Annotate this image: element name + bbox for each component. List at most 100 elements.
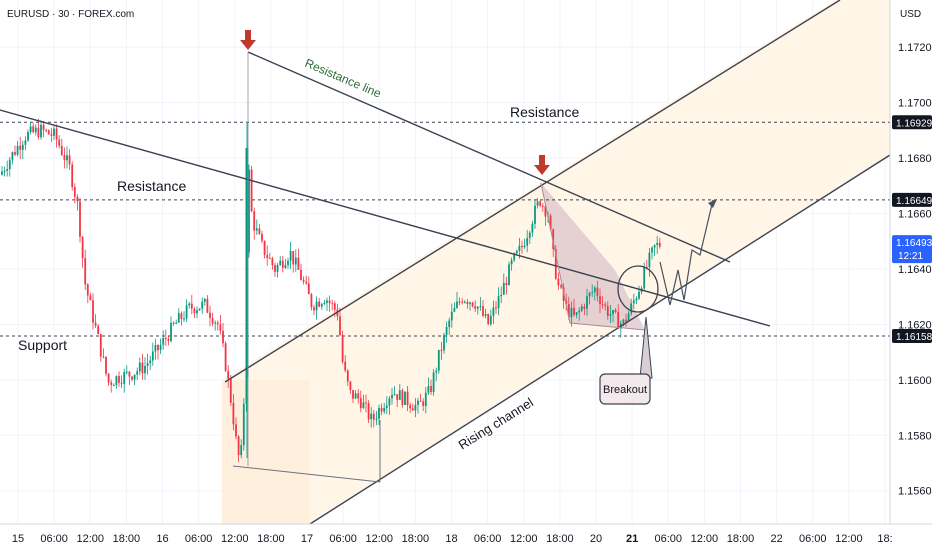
candle (414, 398, 417, 418)
time-tick-label: 06:00 (40, 533, 68, 545)
candle (172, 321, 175, 326)
candle (583, 303, 586, 315)
candle (40, 120, 42, 140)
candle (443, 332, 445, 354)
candle (6, 160, 9, 177)
candle (461, 298, 464, 305)
candle (466, 299, 469, 309)
price-tick-label: 1.16800 (898, 153, 932, 165)
candle (47, 129, 50, 135)
candle (326, 297, 328, 311)
candle (216, 320, 219, 331)
price-tick-label: 1.17200 (898, 42, 932, 54)
price-axis[interactable]: 1.17200 1.17000 1.16800 1.16600 1.16400 1.162… (898, 42, 932, 498)
time-tick-label: 18:00 (402, 533, 430, 545)
candle (224, 341, 227, 373)
candle (469, 301, 471, 311)
candle (476, 306, 479, 315)
candle (289, 241, 292, 270)
candle (596, 280, 599, 302)
candle (229, 375, 232, 407)
resistance-line[interactable] (247, 51, 731, 263)
candle (19, 136, 22, 160)
time-tick-label: 22 (771, 533, 783, 545)
candle (505, 276, 508, 295)
candle (1, 166, 3, 176)
candle (294, 249, 297, 272)
candle (372, 410, 375, 428)
time-tick-label: 18:00 (727, 533, 755, 545)
candle (136, 367, 139, 380)
candle (68, 149, 71, 170)
resistance-left-label: Resistance (117, 178, 186, 194)
time-tick-label: 06:00 (654, 533, 682, 545)
candle (440, 341, 443, 360)
candle (73, 183, 76, 204)
candle (601, 296, 604, 309)
candle (500, 286, 503, 304)
rising-channel-lower[interactable] (309, 154, 890, 524)
candle (427, 377, 430, 396)
candle (531, 220, 534, 237)
time-axis[interactable]: 15 06:00 12:00 18:00 16 06:00 12:00 18:00 17 06:0… (12, 533, 893, 545)
candle (120, 375, 123, 389)
candle (276, 262, 279, 278)
candle (604, 302, 607, 311)
base-line (232, 465, 381, 483)
candle (419, 393, 422, 402)
candle (92, 293, 94, 330)
candle (378, 404, 380, 425)
candle (149, 355, 152, 371)
candle (323, 299, 326, 306)
candle (313, 304, 315, 316)
candle (235, 417, 237, 440)
candle (484, 308, 487, 319)
candle (515, 249, 518, 255)
price-tick-label: 1.15600 (898, 486, 932, 498)
candle (198, 308, 201, 311)
candle (489, 309, 492, 327)
price-tick-label: 1.15800 (898, 430, 932, 442)
candle (393, 386, 396, 396)
candle (206, 295, 209, 314)
price-label-value: 1.16158 (896, 332, 932, 343)
candle (177, 308, 180, 323)
candle (237, 435, 240, 463)
candle (180, 311, 183, 326)
time-tick-label: 18:00 (257, 533, 285, 545)
candle (81, 235, 84, 268)
time-tick-label: 12:00 (221, 533, 249, 545)
candle (528, 230, 531, 244)
candle (609, 305, 612, 323)
candle (193, 307, 196, 318)
candle (76, 194, 79, 211)
candle (110, 379, 113, 393)
candle (302, 276, 305, 285)
candle (606, 301, 609, 320)
candle (53, 125, 55, 141)
candle (97, 324, 100, 335)
breakout-callout[interactable] (599, 373, 651, 405)
channel-base-shade (222, 380, 310, 524)
candle (167, 335, 170, 346)
candle (578, 307, 581, 321)
price-label-badge (892, 115, 932, 130)
candle (263, 240, 266, 259)
candle (42, 120, 45, 138)
candle (292, 250, 295, 273)
descending-trend-line[interactable] (0, 109, 771, 327)
candle (409, 402, 412, 413)
candle (422, 398, 425, 411)
candle (209, 305, 211, 327)
rising-channel-upper[interactable] (224, 0, 841, 383)
breakout-circle[interactable] (617, 265, 659, 313)
candle (58, 135, 61, 149)
candle (105, 356, 107, 377)
candle (271, 256, 274, 270)
candle (8, 156, 11, 177)
candle (125, 365, 128, 375)
candle (570, 301, 573, 327)
candle (632, 293, 635, 309)
candle (471, 301, 474, 308)
